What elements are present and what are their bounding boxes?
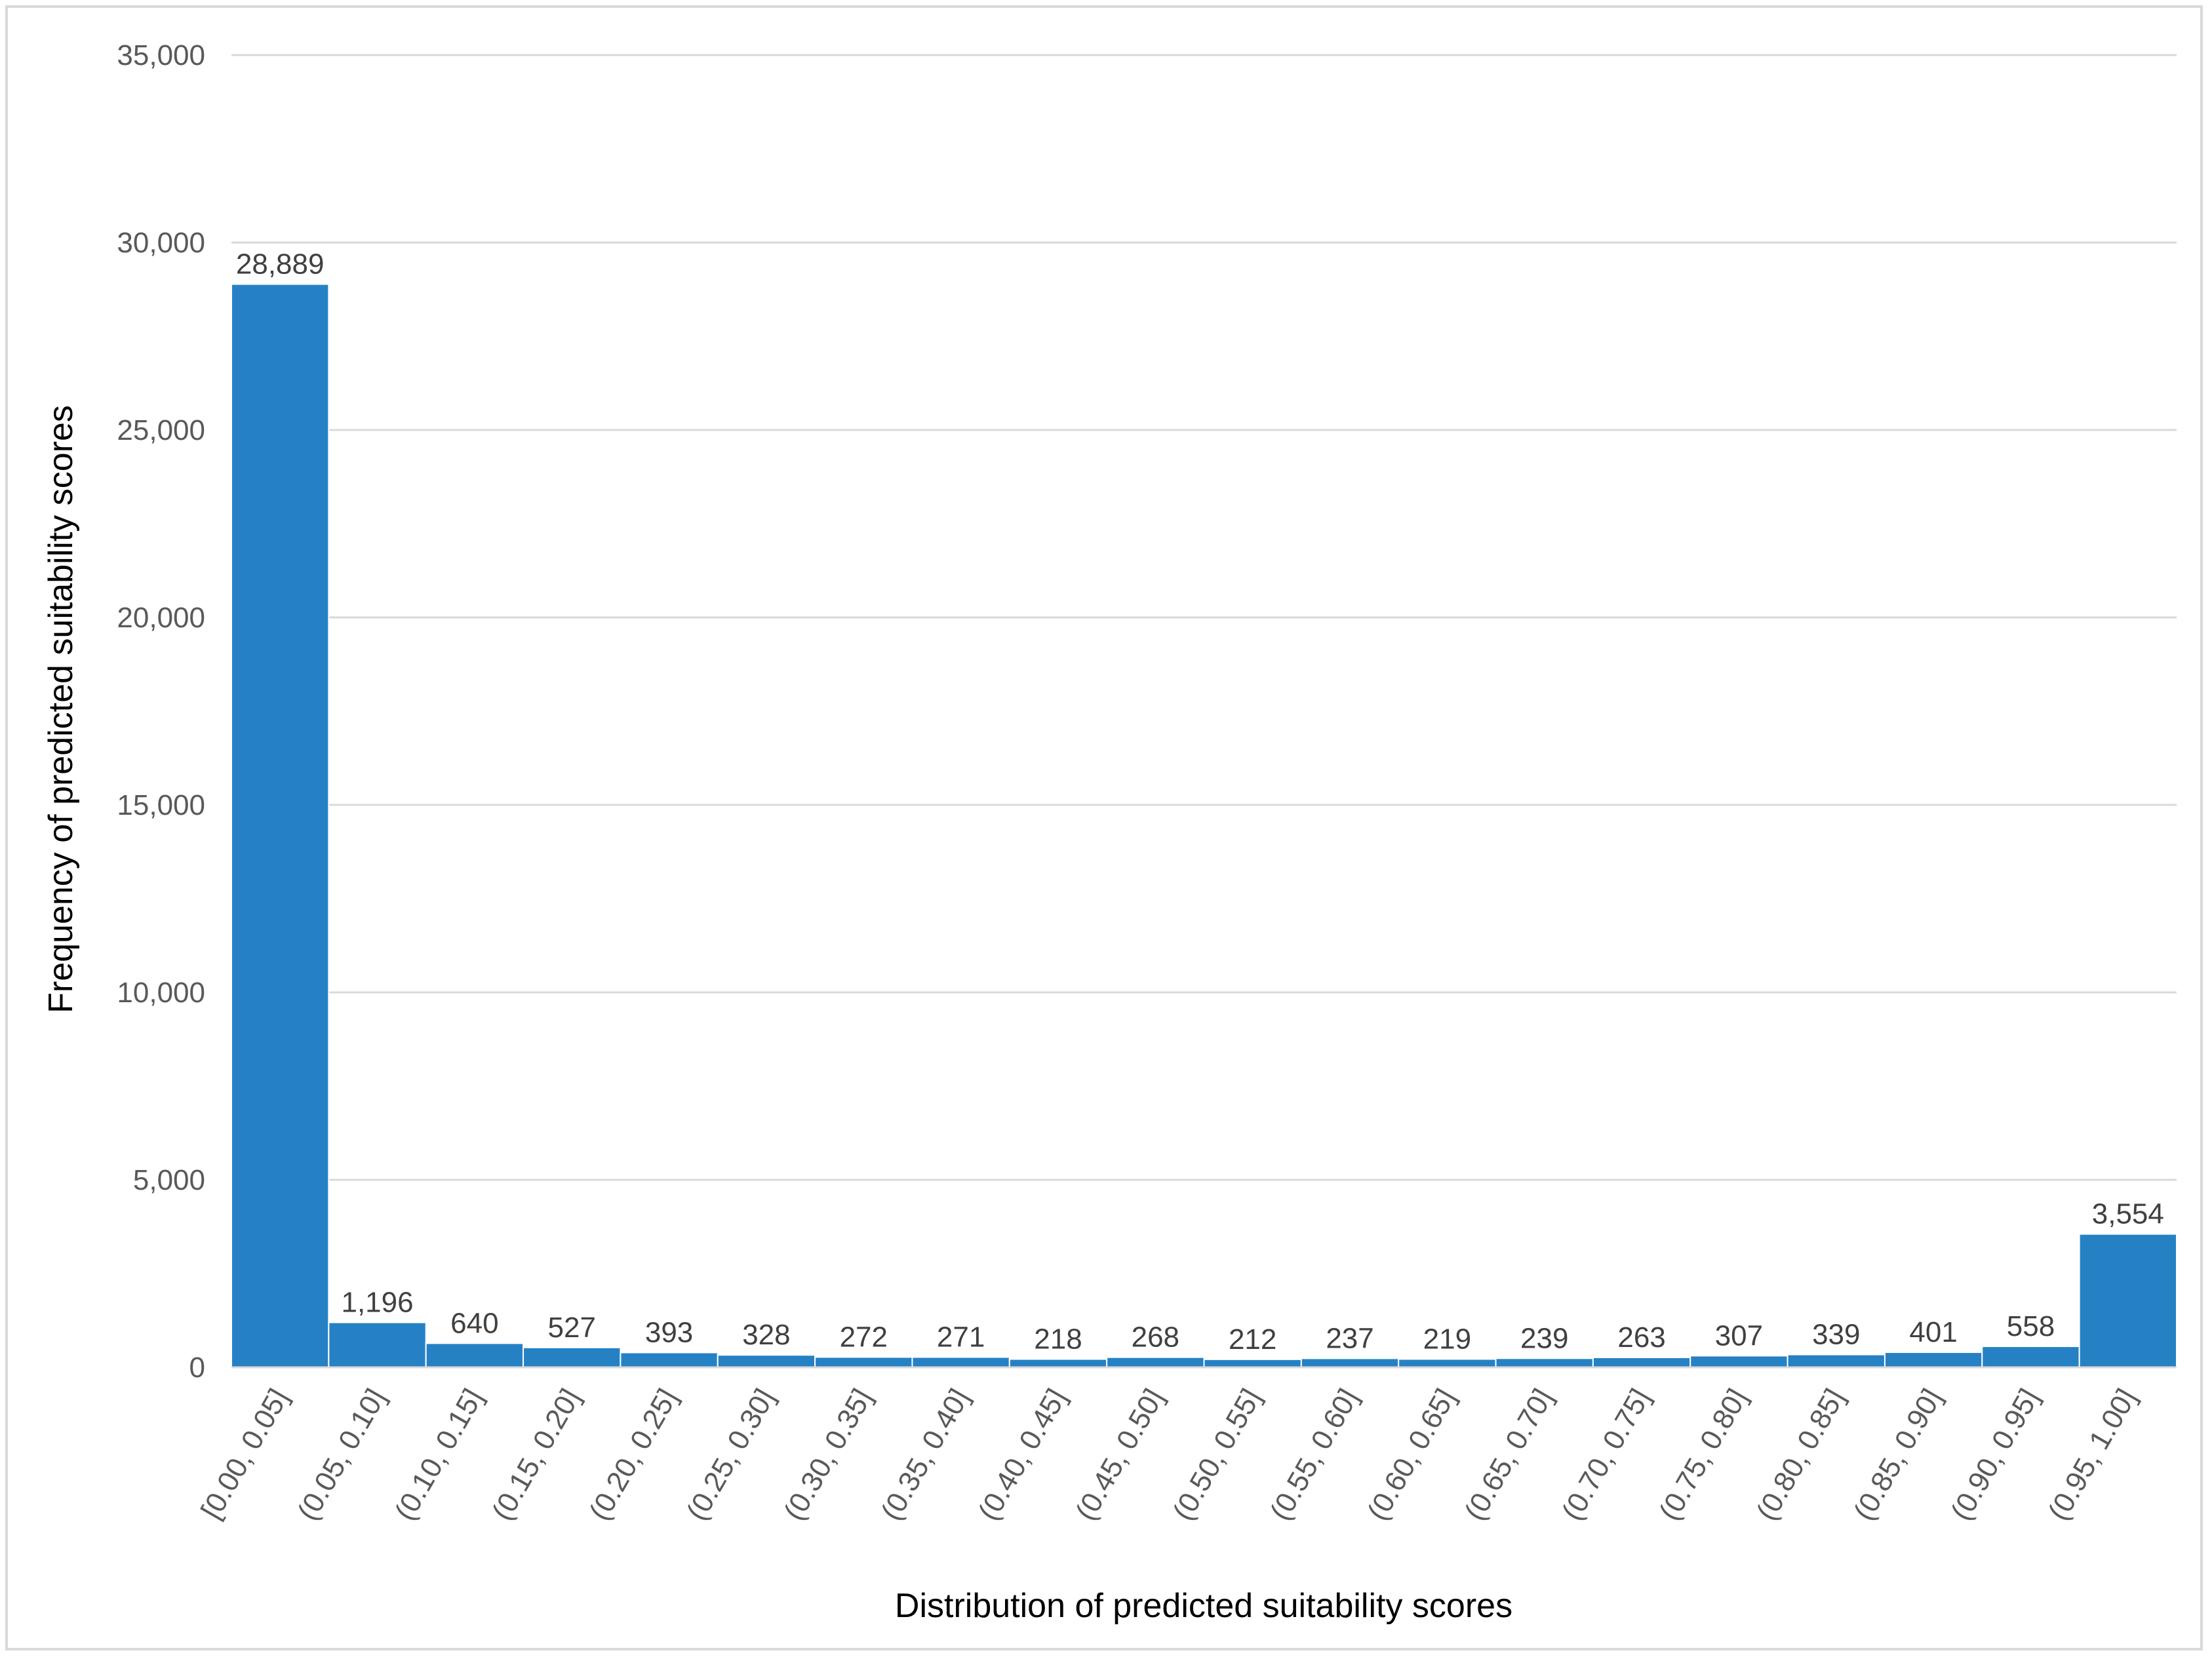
data-label: 3,554	[2092, 1198, 2164, 1230]
x-tick-label: (0.20, 0.25]	[583, 1384, 684, 1526]
data-label: 218	[1034, 1323, 1082, 1356]
x-tick-label: (0.65, 0.70]	[1459, 1384, 1560, 1526]
bar	[1592, 1356, 1691, 1368]
y-axis-ticks: 0 5,000 10,000 15,000 20,000 25,000 30,000 35,0…	[117, 39, 205, 1384]
x-tick-label: (0.45, 0.50]	[1069, 1384, 1170, 1526]
gridlines	[231, 54, 2177, 1369]
bar	[1495, 1357, 1594, 1368]
bar	[1008, 1358, 1108, 1369]
bar	[1689, 1355, 1788, 1369]
y-tick-label: 5,000	[133, 1164, 205, 1196]
bar	[425, 1342, 524, 1369]
data-label: 219	[1423, 1323, 1471, 1355]
x-tick-label: [0.00, 0.05]	[195, 1384, 295, 1525]
data-label: 527	[548, 1312, 596, 1344]
y-axis-title: Frequency of predicted suitability score…	[42, 405, 80, 1013]
x-tick-label: (0.85, 0.90]	[1847, 1384, 1948, 1526]
x-tick-label: (0.35, 0.40]	[875, 1384, 976, 1526]
data-label: 640	[450, 1307, 498, 1339]
x-tick-label: (0.15, 0.20]	[486, 1384, 587, 1526]
data-label: 339	[1812, 1319, 1860, 1351]
data-label: 393	[645, 1317, 693, 1349]
bar	[1884, 1352, 1983, 1368]
data-label: 1,196	[341, 1287, 413, 1319]
data-label: 328	[742, 1319, 790, 1351]
y-tick-label: 30,000	[117, 227, 205, 259]
x-tick-label: (0.70, 0.75]	[1556, 1384, 1657, 1526]
chart-frame	[5, 5, 2203, 1650]
bar	[717, 1354, 816, 1368]
bar	[2078, 1233, 2177, 1368]
bar	[231, 283, 330, 1368]
data-label: 558	[2007, 1310, 2055, 1342]
y-tick-label: 20,000	[117, 602, 205, 634]
y-tick-label: 10,000	[117, 977, 205, 1009]
data-label: 268	[1132, 1321, 1179, 1354]
bar	[328, 1321, 427, 1368]
x-tick-label: (0.40, 0.45]	[972, 1384, 1073, 1526]
data-label: 212	[1229, 1323, 1276, 1356]
y-tick-label: 25,000	[117, 414, 205, 446]
x-tick-label: (0.30, 0.35]	[778, 1384, 879, 1526]
data-label: 239	[1520, 1322, 1568, 1354]
bar	[620, 1352, 719, 1369]
bar	[523, 1346, 622, 1369]
bar	[911, 1356, 1010, 1368]
x-axis-title: Distribution of predicted suitability sc…	[895, 1587, 1512, 1625]
x-tick-label: (0.60, 0.65]	[1361, 1384, 1462, 1526]
y-tick-label: 0	[189, 1352, 205, 1384]
data-label: 401	[1909, 1316, 1957, 1348]
y-tick-label: 35,000	[117, 39, 205, 71]
x-tick-label: (0.75, 0.80]	[1653, 1384, 1754, 1526]
bar	[1787, 1354, 1886, 1368]
x-tick-label: (0.25, 0.30]	[681, 1384, 781, 1526]
x-tick-label: (0.80, 0.85]	[1750, 1384, 1851, 1526]
bar	[814, 1356, 913, 1369]
x-tick-label: (0.50, 0.55]	[1167, 1384, 1268, 1526]
data-label: 307	[1715, 1319, 1763, 1352]
x-tick-label: (0.10, 0.15]	[389, 1384, 490, 1526]
x-tick-label: (0.05, 0.10]	[291, 1384, 392, 1526]
data-label: 237	[1326, 1322, 1373, 1354]
bars	[231, 283, 2177, 1369]
data-label: 271	[937, 1321, 985, 1353]
bar	[1203, 1358, 1302, 1368]
x-tick-label: (0.55, 0.60]	[1264, 1384, 1365, 1526]
x-tick-label: (0.90, 0.95]	[1945, 1384, 2045, 1526]
data-label: 272	[840, 1321, 888, 1353]
data-label: 263	[1617, 1321, 1665, 1354]
x-tick-label: (0.95, 1.00]	[2042, 1384, 2143, 1526]
bar	[1398, 1358, 1497, 1368]
data-label: 28,889	[236, 248, 325, 281]
data-labels: 28,889 1,196 640 527 393 328 272 271 218 268 212 23…	[236, 248, 2164, 1356]
bar	[1300, 1357, 1400, 1369]
x-axis-ticks: [0.00, 0.05](0.05, 0.10](0.10, 0.15](0.1…	[195, 1366, 2177, 1526]
bar	[1106, 1356, 1205, 1369]
bar	[1981, 1346, 2080, 1369]
y-tick-label: 15,000	[117, 789, 205, 821]
